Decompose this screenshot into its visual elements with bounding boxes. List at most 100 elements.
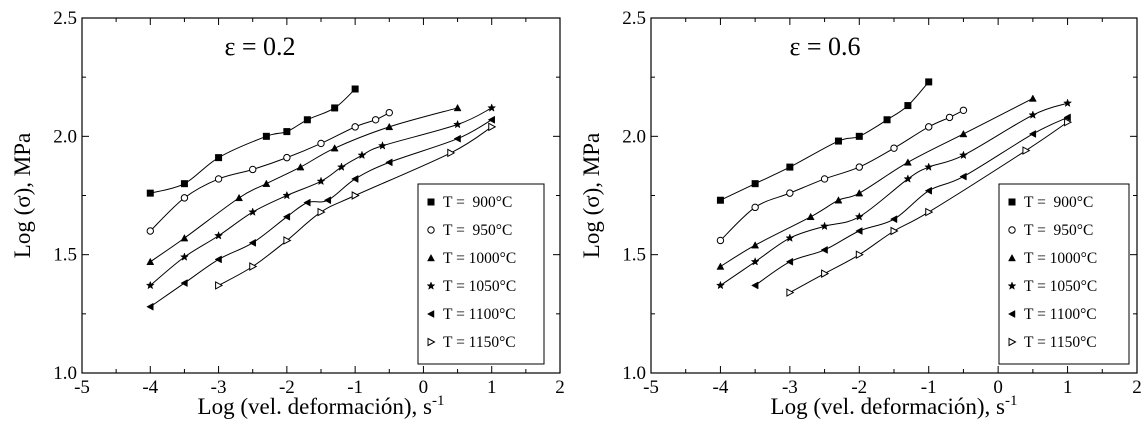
data-point xyxy=(785,257,794,266)
data-point xyxy=(1022,146,1031,155)
x-tick-label: 2 xyxy=(555,377,565,398)
legend-marker xyxy=(427,337,436,347)
data-point xyxy=(331,104,339,112)
y-tick-label: 1.5 xyxy=(53,245,77,266)
data-point xyxy=(786,163,794,171)
legend-marker xyxy=(426,281,436,290)
y-axis-title: Log (σ), MPa xyxy=(579,133,604,258)
legend-label: T = 1150°C xyxy=(1024,334,1097,351)
series-3 xyxy=(146,103,462,265)
data-point xyxy=(834,137,842,145)
series-5 xyxy=(146,115,495,311)
data-point xyxy=(751,180,759,188)
x-tick-label: -5 xyxy=(643,377,659,398)
data-point xyxy=(351,191,360,200)
data-point xyxy=(904,102,912,110)
data-point xyxy=(248,207,258,216)
data-point xyxy=(214,175,223,183)
data-point xyxy=(453,103,462,112)
data-point xyxy=(959,172,967,181)
y-axis-ticks: 1.0 1.5 2.0 2.5 xyxy=(53,8,560,384)
series-2 xyxy=(146,108,393,235)
chart-panel-1: -5 -4 -3 -2 -1 0 1 2 1.0 1.5 2.0 2.5 Log (vel. defor… xyxy=(10,8,565,419)
series-fit-line xyxy=(720,98,1034,267)
legend-marker xyxy=(426,310,435,318)
data-point xyxy=(820,175,829,183)
data-point xyxy=(385,122,394,131)
data-point xyxy=(283,236,292,245)
data-point xyxy=(820,221,830,231)
series-6 xyxy=(215,122,497,290)
x-tick-label: 1 xyxy=(487,377,497,398)
series-4 xyxy=(145,103,497,290)
y-axis-title: Log (σ), MPa xyxy=(10,133,35,258)
data-point xyxy=(959,106,968,115)
data-point xyxy=(377,141,387,150)
series-fit-line xyxy=(720,102,1068,286)
data-point xyxy=(385,108,393,117)
data-point xyxy=(786,189,794,197)
legend-marker xyxy=(1008,337,1017,347)
data-point xyxy=(146,257,155,265)
data-point xyxy=(317,207,326,217)
legend: T = 900°C T = 950°C T = 1000°C T = 1050°C T … xyxy=(417,183,545,365)
legend-box xyxy=(998,183,1130,365)
data-point xyxy=(303,198,311,207)
data-point xyxy=(146,189,154,197)
legend-marker xyxy=(1008,198,1016,206)
data-point xyxy=(1064,117,1073,127)
data-point xyxy=(715,280,725,290)
data-point xyxy=(855,250,864,260)
x-tick-label: -4 xyxy=(713,377,729,398)
data-point xyxy=(751,203,759,212)
data-point xyxy=(834,196,843,204)
data-point xyxy=(262,179,271,187)
legend-marker xyxy=(1008,253,1016,262)
data-point xyxy=(282,190,292,200)
data-point xyxy=(317,139,325,148)
data-point xyxy=(487,103,497,112)
data-point xyxy=(146,302,154,311)
data-point xyxy=(215,281,224,290)
x-tick-label: -2 xyxy=(279,377,295,398)
data-point xyxy=(283,153,291,162)
data-point xyxy=(323,196,332,205)
series-3 xyxy=(716,94,1037,270)
legend-marker xyxy=(1007,281,1017,290)
data-point xyxy=(883,116,891,124)
data-point xyxy=(751,241,760,249)
data-point xyxy=(785,233,795,242)
legend-label: T = 950°C xyxy=(1024,222,1093,239)
data-point xyxy=(716,262,725,270)
data-point xyxy=(1028,130,1037,138)
data-point xyxy=(357,150,367,160)
data-point xyxy=(296,163,305,171)
x-axis-ticks: -5 -4 -3 -2 -1 0 1 2 xyxy=(74,18,565,398)
data-point xyxy=(890,144,898,152)
data-point xyxy=(855,163,863,171)
data-point xyxy=(282,212,291,221)
data-point xyxy=(959,129,968,138)
y-tick-label: 2.0 xyxy=(53,126,77,147)
legend-marker xyxy=(427,253,435,262)
series-6 xyxy=(786,117,1073,297)
data-point xyxy=(351,175,359,183)
data-point xyxy=(146,227,154,235)
data-point xyxy=(453,134,461,143)
legend-label: T = 1150°C xyxy=(443,334,516,351)
data-point xyxy=(855,227,863,235)
data-point xyxy=(180,194,189,202)
data-point xyxy=(1028,110,1038,119)
data-point xyxy=(336,162,346,171)
data-point xyxy=(958,150,968,160)
data-point xyxy=(180,279,188,287)
data-point xyxy=(924,186,932,195)
x-tick-label: 0 xyxy=(419,377,429,398)
series-2 xyxy=(716,106,968,245)
data-point xyxy=(303,116,311,124)
data-point xyxy=(179,252,189,261)
data-point xyxy=(214,230,224,240)
x-axis-title: Log (vel. deformación), s-1 xyxy=(771,393,1018,419)
legend-label: T = 1100°C xyxy=(1024,306,1097,323)
